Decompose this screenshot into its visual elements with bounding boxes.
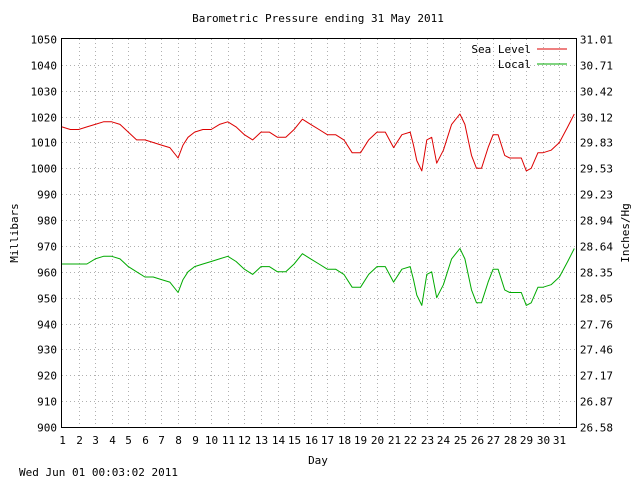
x-tick-label: 30 — [537, 434, 550, 447]
y-tick-label-right: 29.23 — [580, 189, 613, 202]
x-tick-label: 2 — [76, 434, 83, 447]
y-axis-label-right: Inches/Hg — [619, 203, 632, 263]
y-tick-label-right: 29.83 — [580, 137, 613, 150]
y-tick-label-right: 26.87 — [580, 396, 613, 409]
y-tick-label-right: 27.17 — [580, 370, 613, 383]
y-tick-label-right: 28.35 — [580, 267, 613, 280]
x-tick-label: 18 — [338, 434, 351, 447]
y-tick-label: 980 — [37, 215, 57, 228]
x-tick-label: 14 — [272, 434, 286, 447]
x-tick-label: 25 — [454, 434, 467, 447]
y-tick-label-right: 31.01 — [580, 34, 613, 47]
x-tick-label: 31 — [553, 434, 566, 447]
y-tick-label: 930 — [37, 344, 57, 357]
x-tick-label: 26 — [471, 434, 484, 447]
x-tick-label: 12 — [238, 434, 251, 447]
x-tick-label: 15 — [288, 434, 301, 447]
legend-label: Sea Level — [471, 43, 531, 56]
y-tick-label: 960 — [37, 267, 57, 280]
x-axis-label: Day — [308, 454, 328, 467]
footer-timestamp: Wed Jun 01 00:03:02 2011 — [19, 466, 178, 479]
x-tick-label: 19 — [354, 434, 367, 447]
x-tick-label: 28 — [504, 434, 517, 447]
y-tick-label: 940 — [37, 319, 57, 332]
x-tick-label: 24 — [437, 434, 451, 447]
x-tick-label: 1 — [59, 434, 66, 447]
y-tick-label-right: 27.46 — [580, 344, 613, 357]
x-tick-label: 9 — [192, 434, 199, 447]
x-tick-label: 29 — [520, 434, 533, 447]
x-tick-label: 22 — [404, 434, 417, 447]
y-tick-label-right: 30.42 — [580, 86, 613, 99]
y-tick-label: 1030 — [31, 86, 58, 99]
x-tick-label: 3 — [92, 434, 99, 447]
y-tick-label-right: 28.94 — [580, 215, 613, 228]
x-tick-label: 6 — [142, 434, 149, 447]
y-tick-label-right: 28.64 — [580, 241, 613, 254]
series-line-local — [62, 248, 575, 306]
x-tick-label: 16 — [305, 434, 318, 447]
x-tick-label: 4 — [109, 434, 116, 447]
y-tick-label-right: 29.53 — [580, 163, 613, 176]
x-tick-label: 5 — [125, 434, 132, 447]
series-lines — [61, 113, 575, 306]
x-tick-label: 17 — [321, 434, 334, 447]
chart-title: Barometric Pressure ending 31 May 2011 — [192, 12, 444, 25]
y-tick-label: 1020 — [31, 112, 58, 125]
y-tick-label: 1010 — [31, 137, 58, 150]
x-tick-label: 11 — [222, 434, 235, 447]
y-tick-label: 1040 — [31, 60, 58, 73]
y-tick-label: 910 — [37, 396, 57, 409]
x-tick-label: 20 — [371, 434, 384, 447]
y-tick-label: 920 — [37, 370, 57, 383]
legend-label: Local — [498, 58, 531, 71]
y-tick-label: 1000 — [31, 163, 58, 176]
grid — [62, 39, 576, 427]
y-tick-label-right: 27.76 — [580, 319, 613, 332]
x-tick-label: 21 — [388, 434, 401, 447]
y-tick-label-right: 28.05 — [580, 293, 613, 306]
y-tick-label: 970 — [37, 241, 57, 254]
x-tick-label: 27 — [487, 434, 500, 447]
y-tick-label-right: 30.12 — [580, 112, 613, 125]
y-tick-label-right: 30.71 — [580, 60, 613, 73]
y-tick-label: 900 — [37, 422, 57, 435]
x-tick-label: 23 — [421, 434, 434, 447]
x-tick-label: 13 — [255, 434, 268, 447]
legend: Sea Level Local — [471, 43, 567, 71]
x-tick-label: 7 — [158, 434, 165, 447]
series-line-sea-level — [61, 113, 575, 172]
y-tick-label: 950 — [37, 293, 57, 306]
plot-frame — [61, 38, 577, 428]
y-axis-label-left: Millibars — [8, 203, 21, 263]
y-tick-label-right: 26.58 — [580, 422, 613, 435]
y-tick-label: 1050 — [31, 34, 58, 47]
x-tick-label: 10 — [205, 434, 218, 447]
y-tick-label: 990 — [37, 189, 57, 202]
x-tick-label: 8 — [175, 434, 182, 447]
